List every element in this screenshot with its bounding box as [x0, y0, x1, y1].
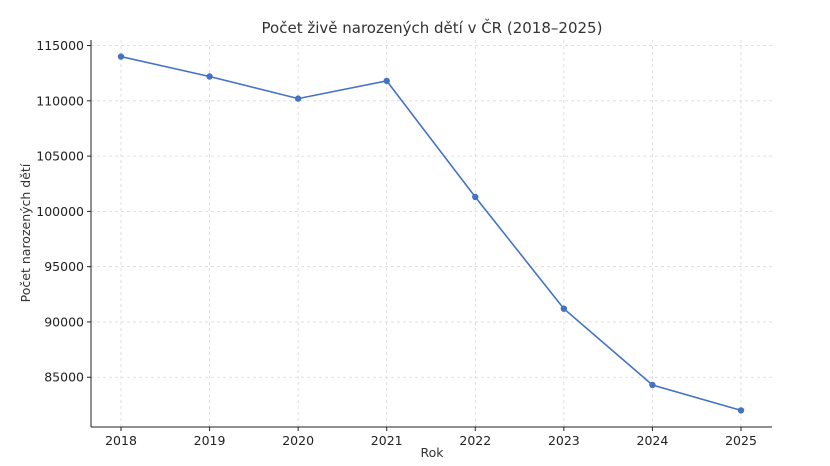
y-tick-label: 100000 — [36, 204, 84, 219]
data-point — [294, 95, 302, 102]
x-tick-label: 2019 — [194, 433, 226, 448]
data-point — [649, 381, 656, 389]
y-tick-label: 105000 — [36, 149, 84, 164]
series-line — [120, 55, 742, 412]
chart-title: Počet živě narozených dětí v ČR (2018–20… — [262, 18, 603, 37]
y-tick-label: 95000 — [44, 259, 84, 274]
x-tick-label: 2025 — [725, 433, 757, 448]
x-tick-label: 2022 — [459, 433, 491, 448]
data-point — [117, 53, 125, 60]
series — [117, 53, 745, 414]
x-tick-label: 2023 — [548, 433, 580, 448]
ticks: 2018 2019 2020 2021 2022 2023 2024 2025 85000 900… — [36, 38, 757, 448]
y-tick-label: 110000 — [36, 93, 84, 108]
x-axis-label: Rok — [420, 445, 444, 460]
x-tick-label: 2018 — [105, 433, 137, 448]
x-tick-label: 2020 — [282, 433, 314, 448]
x-tick-label: 2021 — [371, 433, 403, 448]
data-point — [737, 407, 745, 414]
data-point — [383, 77, 390, 85]
data-point — [206, 73, 213, 80]
data-point — [560, 305, 568, 312]
grid — [91, 40, 772, 427]
y-tick-label: 90000 — [44, 314, 84, 329]
axes — [90, 40, 772, 428]
x-tick-label: 2024 — [637, 433, 669, 448]
y-tick-label: 85000 — [44, 370, 84, 385]
y-axis-label: Počet narozených dětí — [18, 163, 33, 302]
data-point — [472, 193, 479, 201]
y-tick-label: 115000 — [36, 38, 84, 53]
